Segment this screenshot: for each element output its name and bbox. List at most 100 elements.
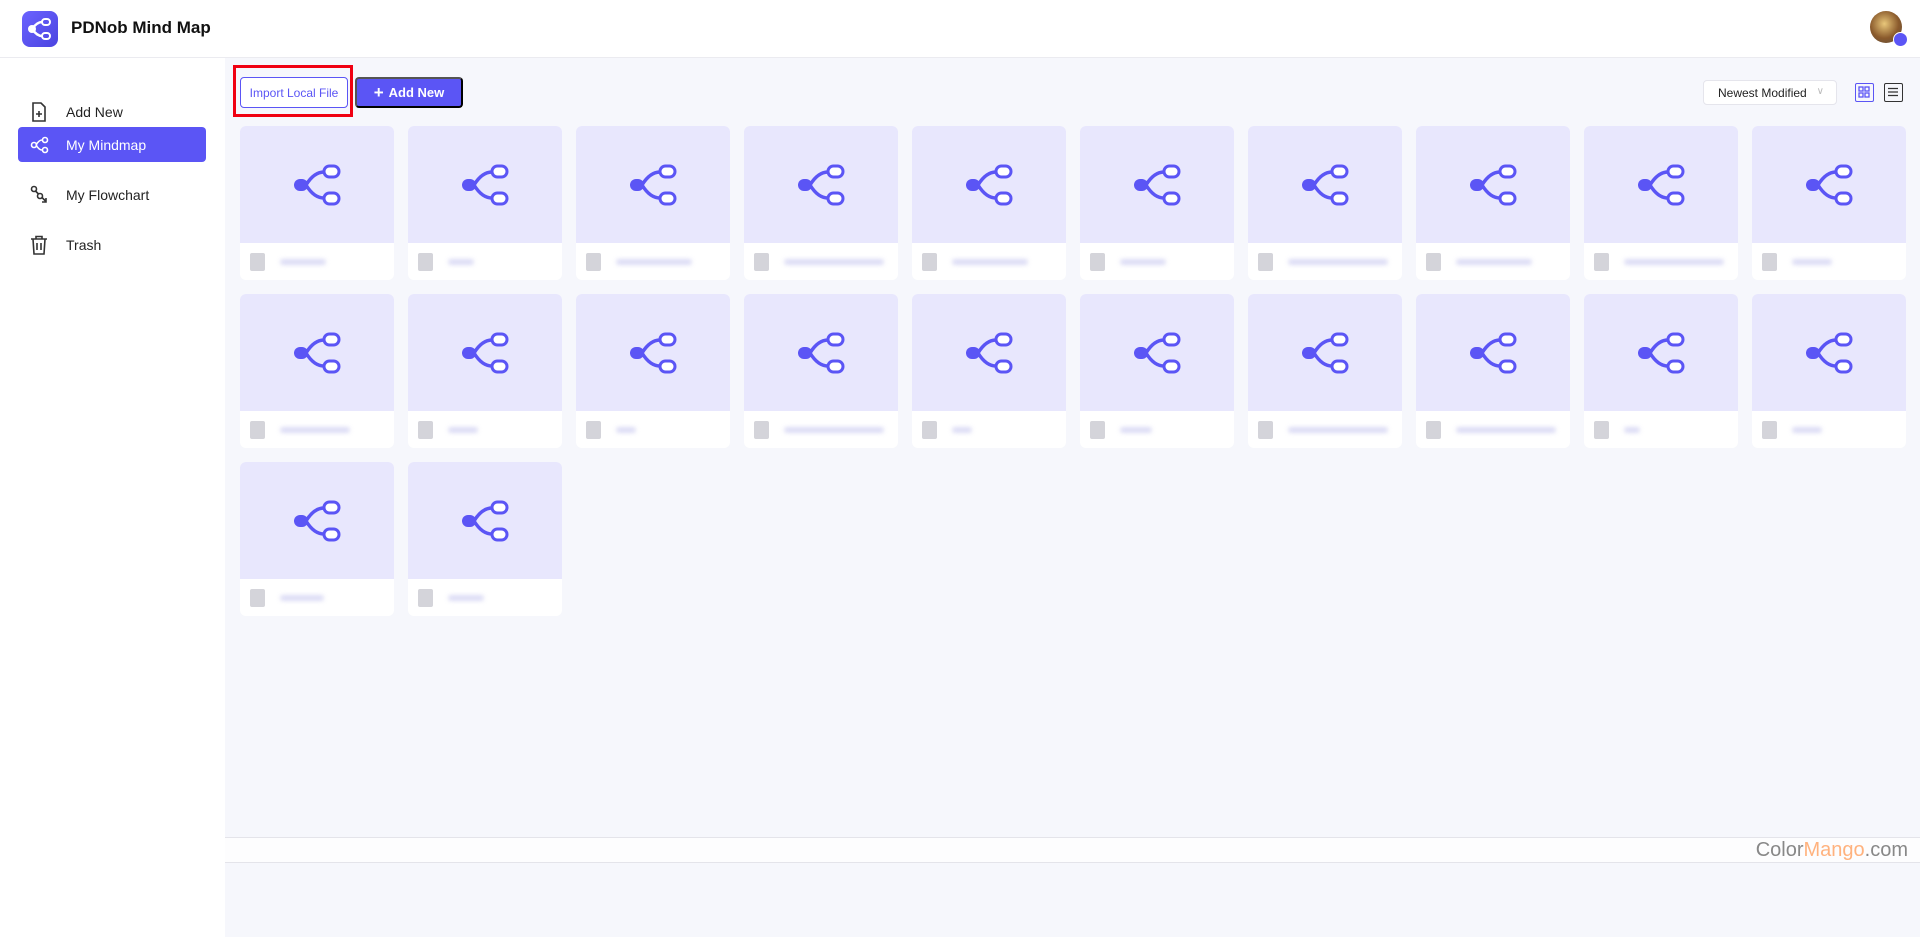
add-new-label: Add New xyxy=(388,85,445,100)
sidebar-item-trash[interactable]: Trash xyxy=(18,227,206,262)
file-card[interactable] xyxy=(1248,126,1402,280)
mindmap-icon xyxy=(966,332,1013,373)
sort-dropdown[interactable]: Newest Modified ∨ xyxy=(1703,80,1837,105)
file-card[interactable] xyxy=(576,294,730,448)
file-name-blurred xyxy=(280,259,326,265)
file-icon xyxy=(1090,253,1105,271)
file-thumbnail xyxy=(1248,294,1402,411)
file-thumbnail xyxy=(408,294,562,411)
mindmap-icon xyxy=(462,500,509,541)
file-icon xyxy=(418,421,433,439)
file-thumbnail xyxy=(240,294,394,411)
file-plus-icon xyxy=(32,101,46,122)
file-card[interactable] xyxy=(240,126,394,280)
file-card[interactable] xyxy=(240,294,394,448)
file-icon xyxy=(1594,253,1609,271)
file-card[interactable] xyxy=(408,294,562,448)
file-card[interactable] xyxy=(1080,294,1234,448)
file-icon xyxy=(922,421,937,439)
file-thumbnail xyxy=(240,126,394,243)
file-card[interactable] xyxy=(912,294,1066,448)
file-thumbnail xyxy=(744,294,898,411)
file-thumbnail xyxy=(576,126,730,243)
file-icon xyxy=(1426,253,1441,271)
mindmap-icon xyxy=(1470,332,1517,373)
mindmap-icon xyxy=(30,136,49,153)
mindmap-icon xyxy=(798,332,845,373)
file-name-blurred xyxy=(616,427,636,433)
add-new-button[interactable]: + Add New xyxy=(355,77,463,108)
mindmap-icon xyxy=(1638,164,1685,205)
sidebar-item-my-flowchart[interactable]: My Flowchart xyxy=(18,177,206,212)
chevron-down-icon: ∨ xyxy=(1816,86,1824,97)
sidebar-item-label: My Mindmap xyxy=(66,136,147,153)
file-name-blurred xyxy=(1120,427,1152,433)
file-icon xyxy=(250,253,265,271)
file-thumbnail xyxy=(1752,294,1906,411)
file-thumbnail xyxy=(1752,126,1906,243)
file-icon xyxy=(1090,421,1105,439)
file-thumbnail xyxy=(1584,294,1738,411)
file-card[interactable] xyxy=(240,462,394,616)
sidebar-item-label: Trash xyxy=(66,236,102,253)
file-thumbnail xyxy=(408,462,562,579)
file-thumbnail xyxy=(1080,294,1234,411)
file-name-blurred xyxy=(448,427,478,433)
file-card[interactable] xyxy=(1416,126,1570,280)
file-card[interactable] xyxy=(1752,126,1906,280)
file-card[interactable] xyxy=(1080,126,1234,280)
mindmap-icon xyxy=(966,164,1013,205)
file-name-blurred xyxy=(1288,259,1388,265)
app-logo xyxy=(22,11,58,47)
list-view-icon[interactable] xyxy=(1884,83,1903,102)
mindmap-icon xyxy=(462,332,509,373)
file-name-blurred xyxy=(280,595,324,601)
mindmap-icon xyxy=(294,164,341,205)
sidebar-item-my-mindmap[interactable]: My Mindmap xyxy=(18,127,206,162)
app-header: PDNob Mind Map xyxy=(0,0,1920,58)
file-icon xyxy=(1594,421,1609,439)
file-card[interactable] xyxy=(1248,294,1402,448)
sidebar-item-label: Add New xyxy=(66,103,123,120)
plus-icon: + xyxy=(373,82,384,102)
file-card[interactable] xyxy=(1752,294,1906,448)
file-card[interactable] xyxy=(744,126,898,280)
file-icon xyxy=(418,589,433,607)
file-card[interactable] xyxy=(1584,294,1738,448)
file-card[interactable] xyxy=(912,126,1066,280)
sidebar-item-add-new[interactable]: Add New xyxy=(18,94,206,129)
file-card[interactable] xyxy=(1584,126,1738,280)
mindmap-icon xyxy=(630,332,677,373)
file-icon xyxy=(586,253,601,271)
import-local-file-button[interactable]: Import Local File xyxy=(240,77,348,108)
mindmap-icon xyxy=(798,164,845,205)
file-thumbnail xyxy=(1416,294,1570,411)
mindmap-icon xyxy=(1134,332,1181,373)
mindmap-icon xyxy=(630,164,677,205)
file-icon xyxy=(1258,421,1273,439)
mindmap-icon xyxy=(1470,164,1517,205)
sidebar-item-label: My Flowchart xyxy=(66,186,150,203)
file-name-blurred xyxy=(1288,427,1388,433)
mindmap-icon xyxy=(1806,332,1853,373)
trash-icon xyxy=(31,235,47,255)
file-name-blurred xyxy=(448,595,484,601)
file-name-blurred xyxy=(784,259,884,265)
file-thumbnail xyxy=(1248,126,1402,243)
file-card[interactable] xyxy=(408,462,562,616)
file-card[interactable] xyxy=(408,126,562,280)
app-title: PDNob Mind Map xyxy=(71,18,211,37)
file-name-blurred xyxy=(616,259,692,265)
file-card[interactable] xyxy=(1416,294,1570,448)
file-icon xyxy=(1762,253,1777,271)
mindmap-icon xyxy=(294,500,341,541)
grid-view-icon[interactable] xyxy=(1855,83,1874,102)
file-thumbnail xyxy=(1416,126,1570,243)
mindmap-icon xyxy=(1806,164,1853,205)
file-name-blurred xyxy=(1120,259,1166,265)
file-name-blurred xyxy=(1792,259,1832,265)
file-name-blurred xyxy=(448,259,474,265)
file-card[interactable] xyxy=(744,294,898,448)
file-card[interactable] xyxy=(576,126,730,280)
file-name-blurred xyxy=(1456,259,1532,265)
